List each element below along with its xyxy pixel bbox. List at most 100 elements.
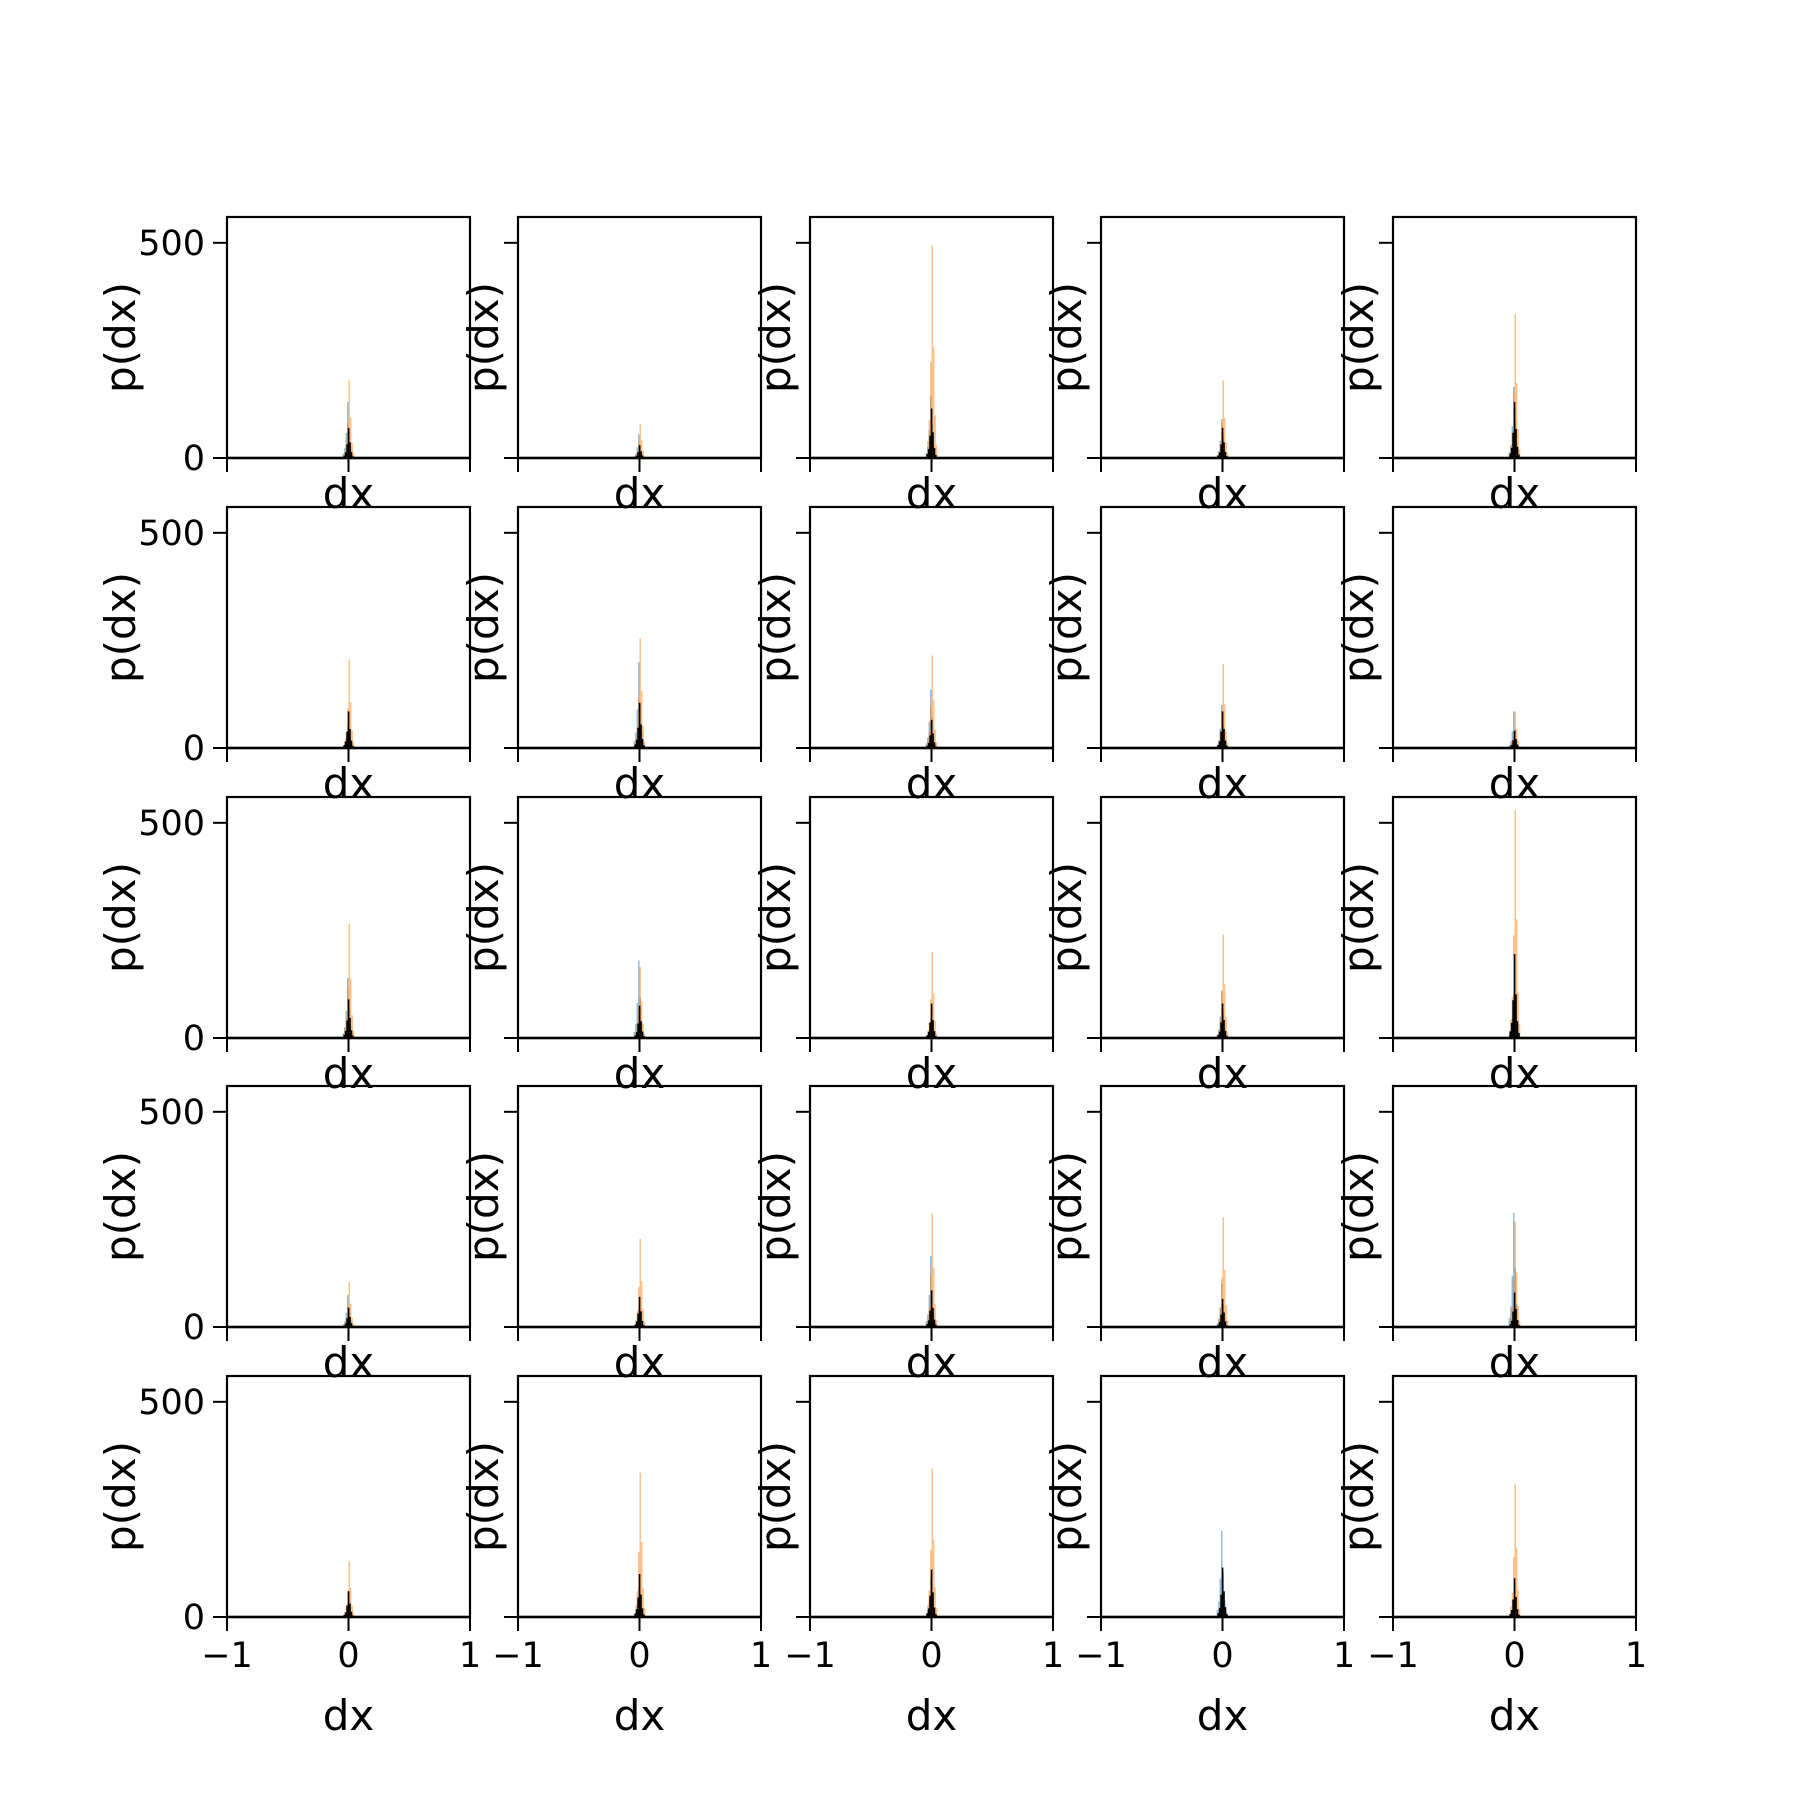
black-hist-bar [637,1313,639,1327]
black-hist-bar [1513,402,1516,458]
black-hist-bar [346,444,348,458]
y-tick-label: 0 [183,439,205,479]
orange-hist-bar [348,1561,350,1617]
panel-3-5: dx p(dx) [1334,795,1638,1098]
orange-hist-bar [934,1304,936,1327]
black-hist-bar [346,1605,348,1617]
orange-hist-bar [1222,1217,1224,1327]
black-hist-bar [643,1614,645,1617]
x-axis-label: dx [1489,1338,1541,1387]
black-hist-bar [927,1320,930,1327]
blue-hist-bar [1511,731,1514,748]
orange-hist-bar [1514,313,1516,458]
black-hist-bar [643,745,645,748]
orange-hist-bar [643,1033,646,1038]
black-hist-bar [932,432,934,458]
panel-3-4: dx p(dx) [1042,795,1346,1098]
black-hist-bar [929,1310,931,1327]
y-tick-label: 500 [138,1383,205,1423]
blue-hist-bar [1513,1212,1515,1327]
orange-hist-bar [932,1267,935,1327]
black-hist-bar [640,1021,642,1038]
black-hist-bar [349,1316,351,1327]
black-hist-bar [1218,452,1221,458]
orange-hist-bar [931,951,933,1038]
black-hist-bar [927,742,930,748]
black-hist-bar [635,1321,638,1327]
orange-hist-bar [1226,1320,1229,1327]
panel-1-5: dx p(dx) [1334,215,1638,518]
orange-hist-bar [642,451,644,458]
x-axis-label: dx [906,469,958,518]
orange-hist-bar [1517,1590,1519,1617]
panel-1-1: 0 500 dx p(dx) [96,215,472,518]
black-hist-bar [930,1003,933,1038]
black-hist-bar [929,735,931,748]
orange-hist-bar [349,702,352,748]
orange-hist-bar [351,1605,353,1617]
panel-5-3: −1 0 1 dx p(dx) [751,1374,1064,1740]
panel-1-2: dx p(dx) [459,215,763,518]
orange-hist-bar [1514,1221,1516,1327]
blue-hist-bar [925,743,928,748]
orange-hist-bar [1515,1547,1518,1617]
black-hist-bar [1512,1311,1514,1327]
orange-hist-bar [935,1608,938,1617]
x-axis-label: dx [614,469,666,518]
orange-hist-bar [640,1001,643,1038]
y-axis-label: p(dx) [96,282,145,393]
black-hist-bar [1221,1003,1224,1038]
black-hist-bar [1223,1591,1225,1617]
orange-hist-bar [1222,664,1224,748]
orange-hist-bar [1517,429,1519,458]
x-axis-label: dx [323,469,375,518]
black-hist-bar [1513,1292,1516,1327]
x-axis-label: dx [323,1691,375,1740]
y-axis-label: p(dx) [1042,1441,1091,1552]
black-hist-bar [1220,1594,1222,1617]
orange-hist-bar [932,993,935,1038]
blue-hist-bar [638,960,640,1038]
black-hist-bar [641,455,644,458]
black-hist-bar [1218,741,1221,748]
y-axis-label: p(dx) [1334,572,1383,683]
black-hist-bar [1512,1599,1514,1617]
black-hist-bar [1217,1035,1219,1038]
black-hist-bar [1515,1596,1517,1617]
x-axis-label: dx [614,1691,666,1740]
panel-3-1: 0 500 dx p(dx) [96,795,472,1098]
x-axis-label: dx [323,759,375,808]
black-hist-bar [637,727,639,748]
y-axis-label: p(dx) [1042,1151,1091,1262]
x-axis-label: dx [614,1049,666,1098]
black-hist-bar [932,1020,934,1038]
orange-hist-bar [1515,728,1518,748]
y-axis-label: p(dx) [751,862,800,973]
orange-hist-bar [639,638,641,748]
x-tick-label: 1 [459,1636,481,1676]
black-hist-bar [929,1595,931,1617]
black-hist-bar [1226,1614,1228,1617]
orange-hist-bar [1515,1272,1518,1327]
black-hist-bar [1218,1608,1221,1617]
panel-4-3: dx p(dx) [751,1084,1055,1387]
black-hist-bar [1509,1324,1511,1327]
blue-hist-bar [1508,1317,1511,1327]
orange-hist-bar [931,655,933,748]
y-axis-label: p(dx) [751,1441,800,1552]
y-axis-label: p(dx) [1334,1151,1383,1262]
y-axis-label: p(dx) [459,1441,508,1552]
orange-hist-bar [1226,453,1229,458]
x-axis-label: dx [1489,1049,1541,1098]
x-tick-label: 0 [337,1636,359,1676]
black-hist-bar [930,1569,933,1617]
y-axis-label: p(dx) [1334,1441,1383,1552]
y-axis-label: p(dx) [459,1151,508,1262]
black-hist-bar [927,1608,930,1617]
black-hist-bar [1510,1320,1513,1327]
black-hist-bar [1509,453,1511,458]
black-hist-bar [635,739,638,748]
black-hist-bar [1224,1321,1227,1327]
blue-hist-bar [635,1024,637,1038]
